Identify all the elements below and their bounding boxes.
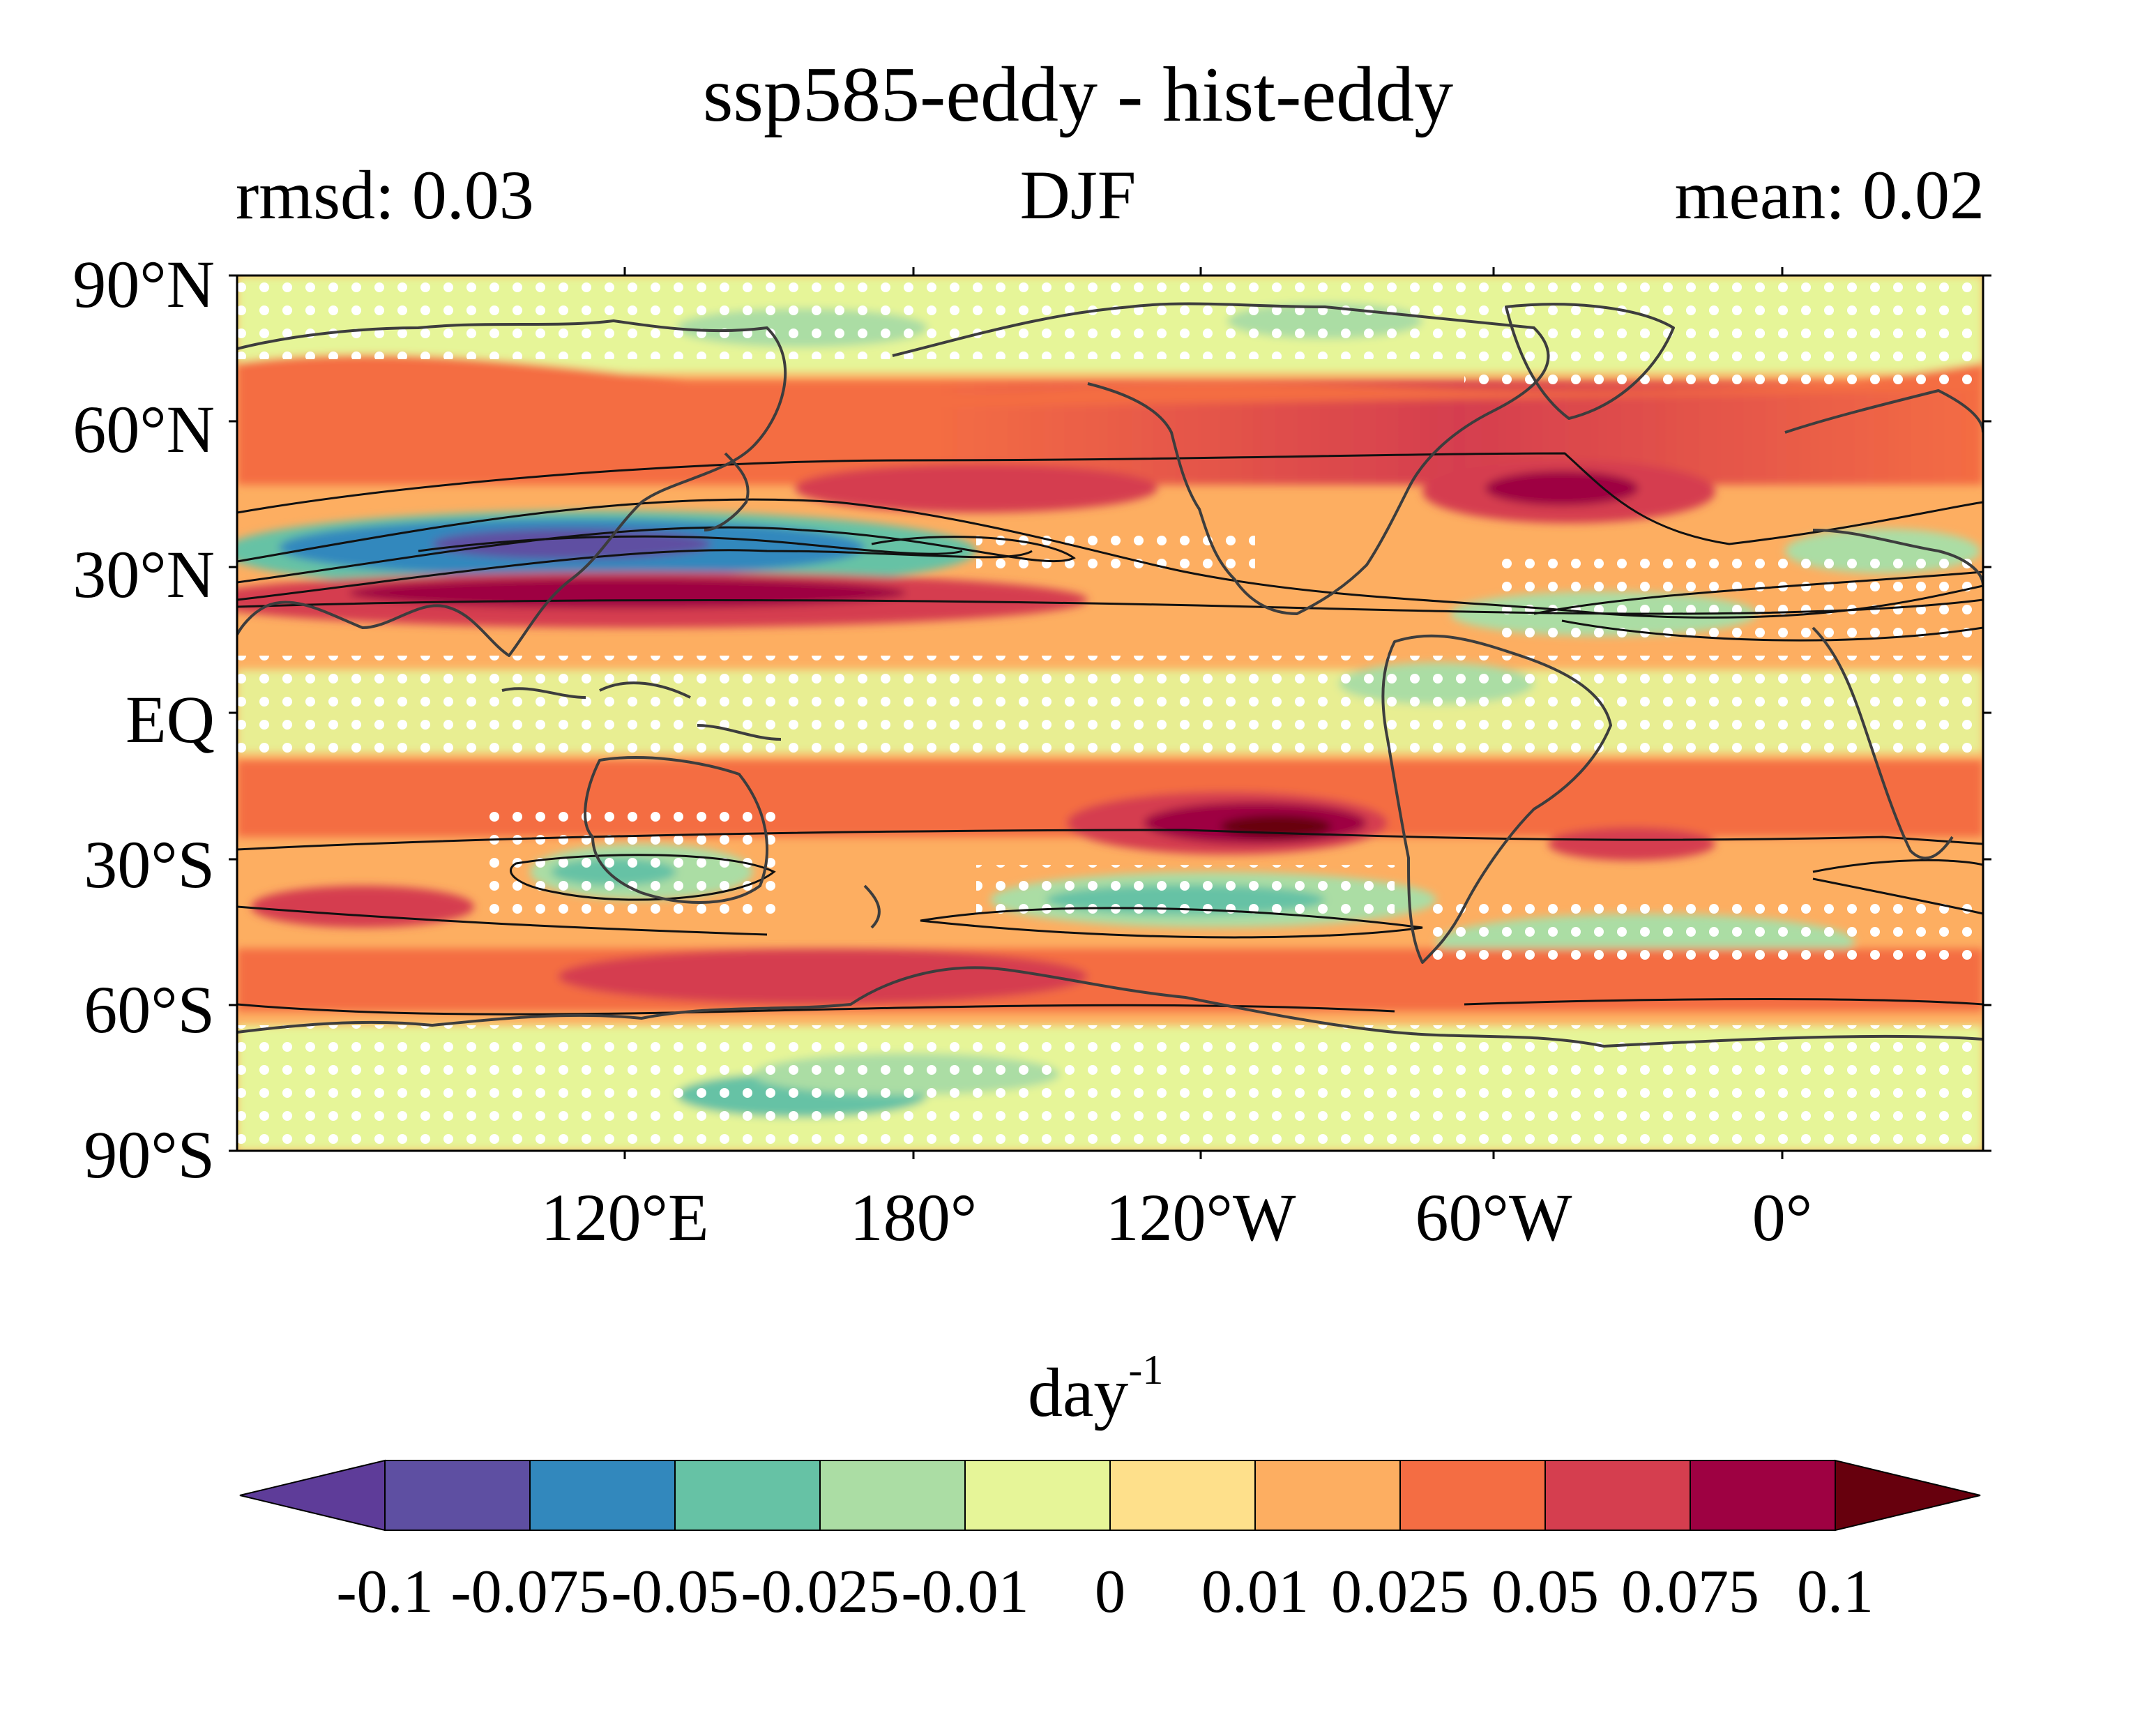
- colorbar-segment: [1109, 1460, 1256, 1531]
- stipple-atlantic: [1499, 558, 1983, 642]
- coast-greenland: [1505, 303, 1675, 420]
- coast-southamerica: [1381, 634, 1612, 964]
- coast-eurasia: [237, 319, 787, 657]
- colorbar-segment: [1690, 1460, 1836, 1531]
- contour-jet-5: [237, 598, 1983, 615]
- colorbar-tick-label: -0.025: [741, 1558, 899, 1626]
- colorbar-segment: [964, 1460, 1111, 1531]
- field-pacific-max: [795, 464, 1157, 513]
- climatology-contours: [237, 452, 1983, 1015]
- season-annotation: DJF: [1019, 156, 1137, 234]
- colorbar-tick-label: 0: [1095, 1558, 1125, 1626]
- contour-spacific: [920, 907, 1423, 939]
- colorbar-segment: [1399, 1460, 1546, 1531]
- mean-annotation: mean: 0.02: [1674, 156, 1984, 234]
- colorbar-extend-max: [1835, 1459, 1981, 1532]
- colorbar-segment: [384, 1460, 531, 1531]
- coast-japan: [704, 452, 750, 531]
- colorbar-tick-label: 0.075: [1621, 1558, 1759, 1626]
- field-atlantic-core: [1485, 471, 1639, 506]
- contour-jet-2: [237, 526, 1076, 584]
- stipple-spacific: [976, 865, 1395, 921]
- lon-label-180: 180°: [849, 1180, 978, 1255]
- colorbar: [239, 1459, 1981, 1532]
- coast-newzealand: [863, 884, 881, 929]
- stippling-layer: [237, 275, 1983, 1151]
- colorbar-segment: [529, 1460, 676, 1531]
- coast-australia: [584, 756, 768, 904]
- lat-label-60s: 60°S: [84, 972, 215, 1047]
- coast-northamerica: [892, 302, 1550, 615]
- colorbar-tick-label: -0.1: [336, 1558, 434, 1626]
- contour-jet-1: [237, 498, 1983, 619]
- axis-ticks: [229, 267, 1991, 1159]
- lon-label-120e: 120°E: [540, 1180, 709, 1255]
- field-layer: [237, 275, 1983, 1151]
- lon-label-60w: 60°W: [1415, 1180, 1572, 1255]
- colorbar-tick-label: 0.025: [1331, 1558, 1469, 1626]
- colorbar-tick-label: 0.1: [1797, 1558, 1874, 1626]
- stipple-nh-north: [1464, 328, 1983, 391]
- coast-maritime: [501, 681, 782, 741]
- lat-label-30s: 30°S: [84, 827, 215, 902]
- colorbar-segment: [674, 1460, 821, 1531]
- contour-jet-4: [418, 535, 963, 555]
- colorbar-tick-label: 0.05: [1491, 1558, 1599, 1626]
- colorbar-extend-min: [239, 1459, 386, 1532]
- colorbar-tick-label: -0.05: [611, 1558, 739, 1626]
- contour-jet-3: [237, 549, 1033, 601]
- coastlines: [237, 302, 1983, 1048]
- stipple-australia: [488, 809, 781, 921]
- coast-europe-africa: [1784, 389, 1983, 860]
- lat-label-90n: 90°N: [73, 247, 215, 322]
- contour-australia: [510, 854, 776, 901]
- colorbar-unit-base: day: [1028, 1354, 1129, 1431]
- stipple-satlantic: [1429, 893, 1983, 969]
- contour-atlantic-closed: [1533, 571, 1983, 642]
- lon-label-0: 0°: [1752, 1180, 1813, 1255]
- field-sh-storm-max2: [251, 886, 474, 928]
- contour-nh-outer: [237, 452, 1983, 545]
- field-sh-storm-max: [558, 949, 1088, 1004]
- colorbar-unit: day-1: [1028, 1346, 1163, 1433]
- colorbar-tick-label: -0.075: [450, 1558, 609, 1626]
- lat-label-90s: 90°S: [84, 1117, 215, 1192]
- contour-south: [237, 1003, 1395, 1015]
- stipple-tropics: [237, 656, 1983, 760]
- stipple-antarctic: [237, 1025, 1983, 1151]
- colorbar-segment: [1544, 1460, 1691, 1531]
- lon-label-120w: 120°W: [1105, 1180, 1296, 1255]
- colorbar-tick-label: 0.01: [1201, 1558, 1309, 1626]
- contour-safrica: [1812, 859, 1983, 915]
- plot-title: ssp585-eddy - hist-eddy: [702, 52, 1454, 138]
- lat-label-60n: 60°N: [73, 392, 215, 467]
- rmsd-annotation: rmsd: 0.03: [236, 156, 534, 234]
- coast-antarctica: [237, 966, 1983, 1048]
- colorbar-segment: [1254, 1460, 1401, 1531]
- lat-label-eq: EQ: [126, 682, 215, 757]
- colorbar-tick-label: -0.01: [901, 1558, 1029, 1626]
- contour-sh-storm: [237, 905, 1983, 1006]
- field-nh-upper: [237, 354, 1983, 418]
- colorbar-unit-exponent: -1: [1128, 1347, 1164, 1393]
- lat-label-30n: 30°N: [73, 537, 215, 612]
- field-jet-south-pos2: [349, 577, 906, 608]
- contour-sh-outer: [237, 829, 1983, 851]
- colorbar-segment: [819, 1460, 966, 1531]
- field-satlantic-max: [1548, 827, 1715, 861]
